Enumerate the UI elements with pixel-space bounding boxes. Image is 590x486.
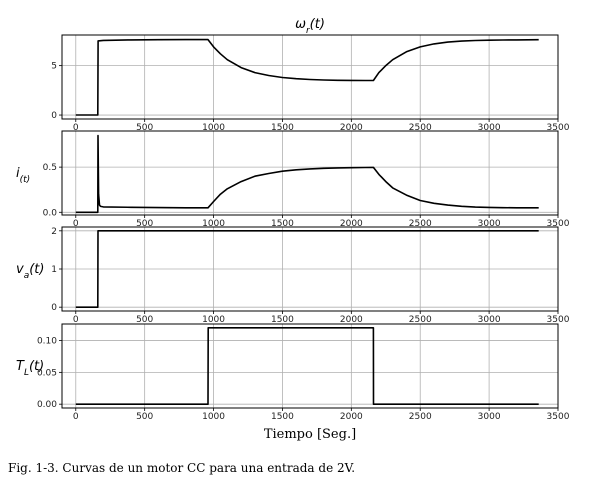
x-tick-label: 0 <box>73 123 79 133</box>
x-tick-label: 2500 <box>409 412 432 422</box>
plot-frame <box>61 130 559 216</box>
y-tick-label: 0 <box>51 303 57 313</box>
x-tick-label: 0 <box>73 412 79 422</box>
x-tick-label: 3000 <box>478 315 501 325</box>
y-axis-label: i(t) <box>16 166 30 185</box>
x-tick-label: 3500 <box>547 315 570 325</box>
y-tick-label: 5 <box>51 62 57 72</box>
plot-frame <box>61 34 559 120</box>
x-tick-label: 3500 <box>547 123 570 133</box>
x-tick-label: 0 <box>73 315 79 325</box>
y-tick-label: 0.00 <box>37 400 57 410</box>
x-tick-label: 2000 <box>340 315 363 325</box>
x-tick-label: 0 <box>73 219 79 229</box>
series-line <box>75 134 539 214</box>
y-tick-label: 1 <box>51 265 57 275</box>
x-tick-label: 500 <box>136 315 153 325</box>
figure-caption: Fig. 1-3. Curvas de un motor CC para una… <box>8 461 356 475</box>
y-tick-label: 2 <box>51 227 57 237</box>
x-tick-label: 500 <box>136 123 153 133</box>
x-tick-label: 3000 <box>478 123 501 133</box>
x-tick-label: 3500 <box>547 219 570 229</box>
x-tick-label: 500 <box>136 219 153 229</box>
y-tick-label: 0.5 <box>43 163 57 173</box>
chart-title: ωr(t) <box>295 17 325 36</box>
x-tick-label: 500 <box>136 412 153 422</box>
x-tick-label: 2000 <box>340 219 363 229</box>
x-tick-label: 2000 <box>340 412 363 422</box>
x-tick-label: 2500 <box>409 315 432 325</box>
plot-frame <box>61 226 559 312</box>
y-axis-label: va(t) <box>16 262 44 281</box>
x-tick-label: 3000 <box>478 219 501 229</box>
x-tick-label: 2500 <box>409 219 432 229</box>
y-tick-label: 0.05 <box>37 368 57 378</box>
x-tick-label: 1500 <box>271 123 294 133</box>
y-tick-label: 0 <box>51 111 57 121</box>
y-tick-label: 0.10 <box>37 337 57 347</box>
x-tick-label: 1000 <box>202 412 225 422</box>
x-tick-label: 2000 <box>340 123 363 133</box>
x-axis-label: Tiempo [Seg.] <box>264 427 356 442</box>
plot-frame <box>61 323 559 409</box>
x-tick-label: 1500 <box>271 412 294 422</box>
x-tick-label: 1000 <box>202 315 225 325</box>
x-tick-label: 1000 <box>202 219 225 229</box>
x-tick-label: 2500 <box>409 123 432 133</box>
y-tick-label: 0.0 <box>43 208 58 218</box>
x-tick-label: 1000 <box>202 123 225 133</box>
x-tick-label: 3500 <box>547 412 570 422</box>
x-tick-label: 1500 <box>271 315 294 325</box>
x-tick-label: 3000 <box>478 412 501 422</box>
series-line <box>75 326 539 406</box>
y-axis-label: TL(t) <box>16 359 44 378</box>
x-tick-label: 1500 <box>271 219 294 229</box>
series-line <box>75 38 539 116</box>
series-line <box>75 230 539 309</box>
